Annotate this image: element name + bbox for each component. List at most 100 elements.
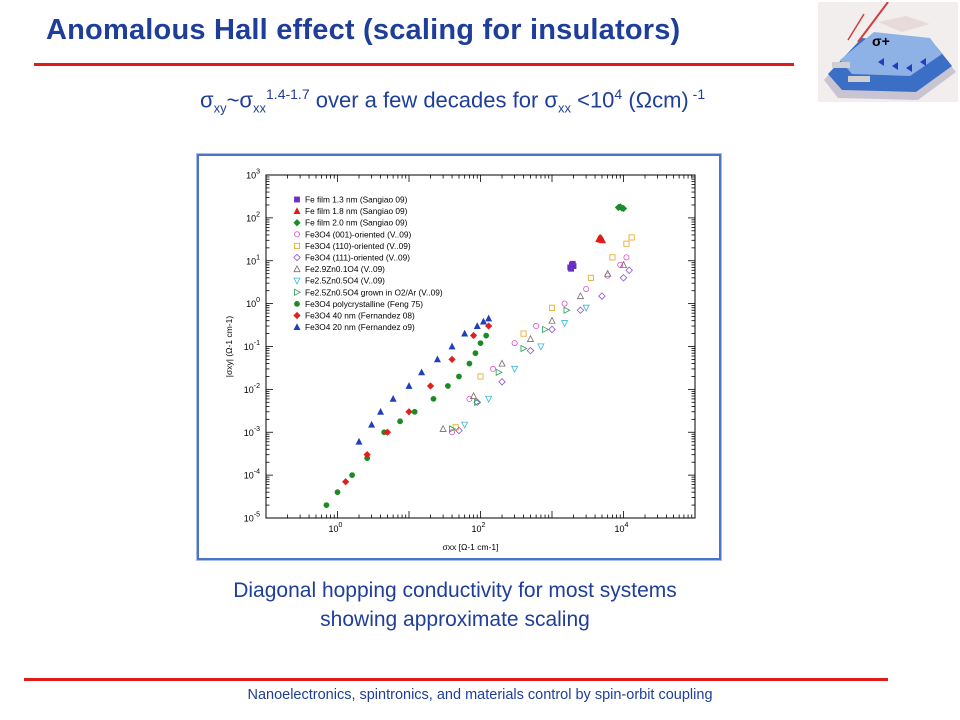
legend-label: Fe film 1.3 nm (Sangiao 09) — [305, 195, 408, 205]
data-point — [597, 235, 605, 243]
subtitle-middle: over a few decades for σ — [309, 87, 558, 113]
data-point — [511, 340, 518, 347]
x-axis-label: σxx [Ω-1 cm-1] — [443, 542, 499, 552]
data-point — [483, 332, 490, 339]
legend-label: Fe3O4 (001)-oriented (V..09) — [305, 229, 411, 239]
legend-marker — [293, 219, 301, 227]
y-tick-label: 10-1 — [244, 340, 260, 352]
data-point — [474, 398, 482, 406]
data-point — [449, 425, 457, 433]
slide-title: Anomalous Hall effect (scaling for insul… — [46, 14, 681, 46]
subtitle-exponent: 1.4-1.7 — [266, 86, 310, 102]
title-underline — [34, 63, 794, 66]
data-point — [490, 365, 497, 372]
subtitle-exponent2: 4 — [614, 86, 623, 102]
data-point — [526, 334, 535, 342]
legend-marker — [293, 253, 301, 262]
data-point — [456, 373, 462, 380]
data-point — [560, 320, 569, 328]
x-axis-title: σxx [Ω-1 cm-1] — [443, 542, 499, 552]
data-point — [526, 346, 535, 355]
data-point — [623, 254, 630, 261]
data-point — [349, 472, 355, 479]
data-point — [537, 343, 545, 351]
data-point — [628, 234, 635, 241]
subtitle-sub-xy: xy — [213, 100, 227, 116]
data-point — [355, 437, 363, 445]
data-point — [466, 360, 473, 367]
data-point — [520, 344, 528, 353]
data-point — [548, 325, 556, 334]
chart-figure: 103 102 101 100 10-1 10-2 10-3 10-4 10-5 100 102 1… — [197, 154, 721, 560]
data-point — [405, 382, 413, 389]
legend-marker — [294, 231, 301, 238]
x-tick-label: 104 — [615, 522, 629, 534]
legend-label: Fe3O4 (111)-oriented (V..09) — [305, 253, 410, 263]
slide-footer: Nanoelectronics, spintronics, and materi… — [247, 687, 713, 703]
footer-rule — [24, 678, 888, 681]
data-point — [583, 285, 590, 292]
data-points — [323, 203, 635, 508]
data-point — [448, 355, 456, 364]
data-point — [623, 240, 630, 247]
legend-label: Fe3O4 (110)-oriented (V..09) — [305, 241, 411, 251]
data-point — [569, 260, 576, 267]
caption-line-1: Diagonal hopping conductivity for most s… — [233, 579, 677, 602]
data-point — [609, 254, 616, 261]
legend-marker — [293, 311, 301, 320]
data-point — [426, 382, 435, 390]
legend-label: Fe film 1.8 nm (Sangiao 09) — [305, 206, 408, 216]
legend-label: Fe2.9Zn0.1O4 (V..09) — [305, 264, 385, 274]
data-point — [472, 350, 479, 357]
data-point — [363, 451, 371, 459]
data-point — [411, 408, 418, 415]
x-tick-labels: 100 102 104 — [329, 522, 629, 534]
y-tick-label: 101 — [246, 254, 260, 266]
caption-line-2: showing approximate scaling — [320, 608, 590, 631]
y-tick-label: 100 — [246, 297, 260, 309]
data-point — [473, 398, 481, 407]
spin-orbit-device-icon: σ+ — [818, 1, 958, 102]
data-point — [576, 292, 585, 300]
data-point — [587, 274, 594, 281]
legend-label: Fe3O4 polycrystalline (Feng 75) — [305, 299, 423, 309]
logo-label: σ+ — [872, 33, 890, 49]
subtitle-sub-xx2: xx — [557, 100, 571, 116]
data-point — [548, 304, 555, 311]
data-point — [323, 502, 330, 508]
legend-marker — [294, 196, 300, 203]
legend-label: Fe3O4 40 nm (Fernandez 08) — [305, 311, 415, 321]
slide-subtitle: σxy~σxx1.4-1.7 over a few decades for σx… — [200, 86, 705, 116]
y-tick-label: 103 — [246, 169, 260, 181]
data-point — [469, 391, 478, 400]
data-point — [448, 342, 456, 350]
subtitle-sigma: σ — [200, 87, 214, 113]
data-point — [619, 204, 628, 213]
data-point — [548, 316, 556, 324]
data-point — [334, 489, 341, 496]
data-point — [445, 383, 451, 389]
data-point — [576, 306, 585, 315]
data-point — [619, 274, 628, 282]
legend: Fe film 1.3 nm (Sangiao 09)Fe film 1.8 n… — [293, 195, 443, 332]
data-point — [598, 292, 606, 300]
data-point — [377, 407, 385, 415]
data-point — [563, 306, 571, 314]
data-point — [582, 304, 590, 312]
subtitle-unit: (Ωcm) — [622, 87, 689, 113]
x-tick-label: 102 — [472, 522, 486, 534]
subtitle-less: <10 — [570, 87, 615, 113]
y-tick-label: 10-4 — [244, 469, 260, 481]
data-point — [477, 340, 484, 347]
y-axis-label: |σxy| (Ω-1 cm-1) — [224, 316, 234, 378]
data-point — [495, 368, 503, 376]
slide-caption: Diagonal hopping conductivity for most s… — [160, 576, 750, 634]
data-point — [542, 325, 550, 334]
legend-marker — [293, 265, 301, 273]
legend-label: Fe2.5Zn0.5O4 (V..09) — [305, 276, 385, 286]
subtitle-exponent3: -1 — [688, 86, 706, 102]
data-point — [510, 365, 519, 373]
y-tick-label: 10-2 — [244, 383, 260, 395]
legend-marker — [294, 300, 300, 307]
data-point — [469, 331, 478, 340]
